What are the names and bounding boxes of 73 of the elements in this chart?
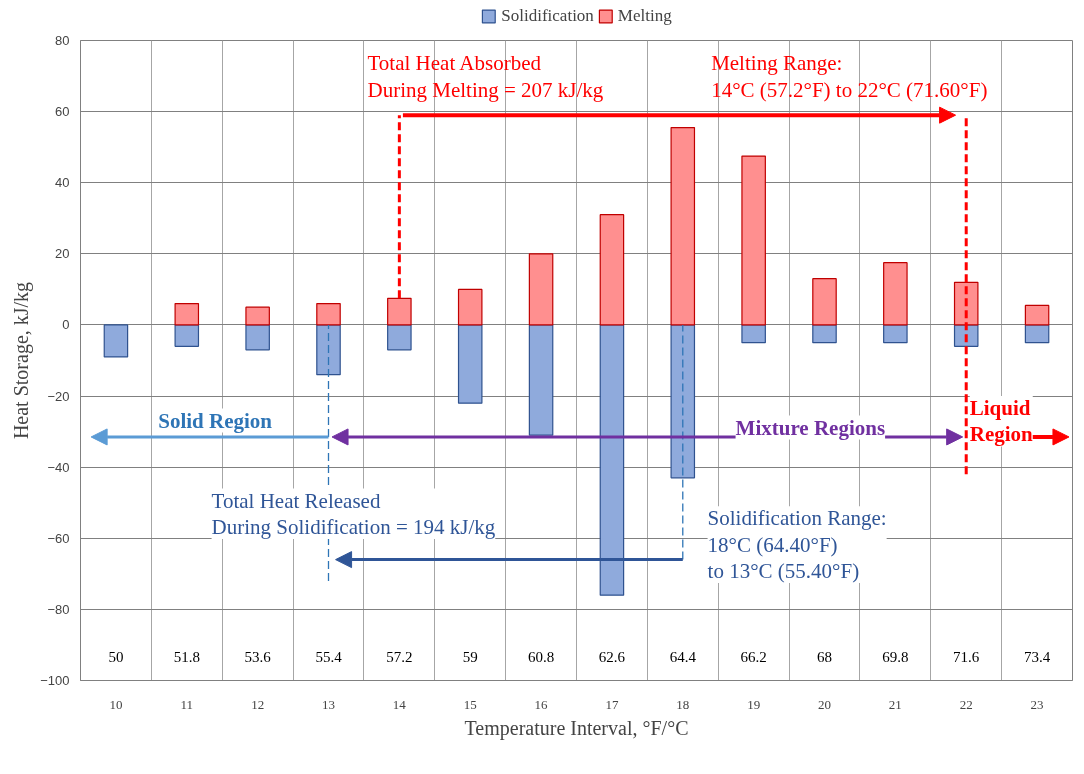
x-tick-label: 15 bbox=[463, 696, 477, 712]
y-tick-label: −80 bbox=[47, 601, 70, 617]
annotation: 62.6 bbox=[598, 649, 626, 666]
x-tick-label: 11 bbox=[180, 696, 194, 712]
x-tick-label: 12 bbox=[251, 696, 265, 712]
bar bbox=[245, 306, 270, 326]
x-tick-label: 20 bbox=[818, 696, 831, 712]
annotation: 51.8 bbox=[173, 649, 200, 666]
bar bbox=[741, 324, 766, 344]
bar bbox=[670, 324, 696, 479]
annotation: 66.2 bbox=[740, 649, 767, 666]
annotation: 73.4 bbox=[1023, 649, 1051, 666]
bar bbox=[387, 324, 412, 351]
bar bbox=[883, 262, 908, 326]
annotation: 57.2 bbox=[386, 649, 413, 666]
annotation: Total Heat Absorbed During Melting = 207 kJ/kg bbox=[367, 51, 604, 102]
bar bbox=[741, 155, 766, 326]
x-tick-label: 16 bbox=[534, 696, 549, 712]
annotation: Solid Region bbox=[158, 408, 273, 433]
bar bbox=[528, 324, 554, 436]
x-axis-title: Temperature Interval, °F/°C bbox=[464, 716, 689, 740]
y-tick-label: −40 bbox=[47, 459, 70, 475]
x-tick-label: 13 bbox=[322, 696, 335, 712]
y-tick-label: −20 bbox=[47, 388, 70, 404]
y-tick-label: 80 bbox=[55, 33, 70, 48]
annotation: Melting Range: 14°C (57.2°F) to 22°C (71.60°F) bbox=[711, 51, 988, 102]
y-tick-label: −60 bbox=[47, 530, 70, 546]
bar bbox=[599, 214, 625, 326]
bar bbox=[174, 324, 200, 347]
annotation: 55.4 bbox=[315, 649, 343, 666]
bar bbox=[457, 288, 483, 326]
x-tick-label: 19 bbox=[747, 696, 761, 712]
annotation: Mixture Regions bbox=[735, 415, 886, 440]
y-tick-label: −100 bbox=[40, 673, 70, 688]
bar bbox=[316, 303, 341, 326]
y-tick-label: 40 bbox=[55, 175, 70, 191]
y-tick-label: 60 bbox=[55, 104, 70, 120]
annotation: Solidification Range: 18°C (64.40°F) to 13°C (55.40°F) bbox=[707, 506, 887, 584]
bar bbox=[387, 297, 412, 326]
y-tick-label: 20 bbox=[55, 246, 70, 262]
bar bbox=[245, 324, 270, 351]
bar bbox=[670, 127, 696, 326]
legend-label: Solidification bbox=[501, 6, 594, 26]
annotation: 53.6 bbox=[244, 649, 272, 666]
bar bbox=[103, 324, 129, 358]
annotation: 68 bbox=[817, 649, 832, 666]
bar bbox=[174, 303, 200, 326]
annotation: Total Heat Released During Solidification = 194 kJ/kg bbox=[211, 488, 496, 539]
y-axis-title: Heat Storage, kJ/kg bbox=[10, 281, 34, 440]
bar bbox=[316, 324, 341, 376]
annotation: Liquid Region bbox=[969, 396, 1034, 447]
annotation: 64.4 bbox=[669, 649, 697, 666]
x-tick-label: 23 bbox=[1030, 696, 1044, 712]
bar bbox=[1024, 304, 1050, 326]
y-tick-label: 0 bbox=[62, 317, 70, 333]
bar bbox=[528, 253, 554, 326]
bar bbox=[457, 324, 483, 404]
annotation: 59 bbox=[462, 649, 478, 666]
bar bbox=[812, 324, 837, 344]
x-tick-label: 21 bbox=[888, 696, 902, 712]
x-tick-label: 22 bbox=[959, 696, 973, 712]
bar bbox=[883, 324, 908, 344]
x-tick-label: 10 bbox=[109, 696, 123, 712]
annotation: 50 bbox=[108, 649, 124, 666]
x-tick-label: 17 bbox=[605, 696, 619, 712]
x-tick-label: 18 bbox=[676, 696, 690, 712]
bar bbox=[812, 278, 837, 326]
annotation: 71.6 bbox=[953, 649, 980, 666]
annotation: 60.8 bbox=[527, 649, 555, 666]
legend-label: Melting bbox=[617, 6, 672, 26]
annotation: 69.8 bbox=[882, 649, 909, 666]
bar bbox=[953, 281, 979, 326]
x-tick-label: 14 bbox=[392, 696, 407, 712]
